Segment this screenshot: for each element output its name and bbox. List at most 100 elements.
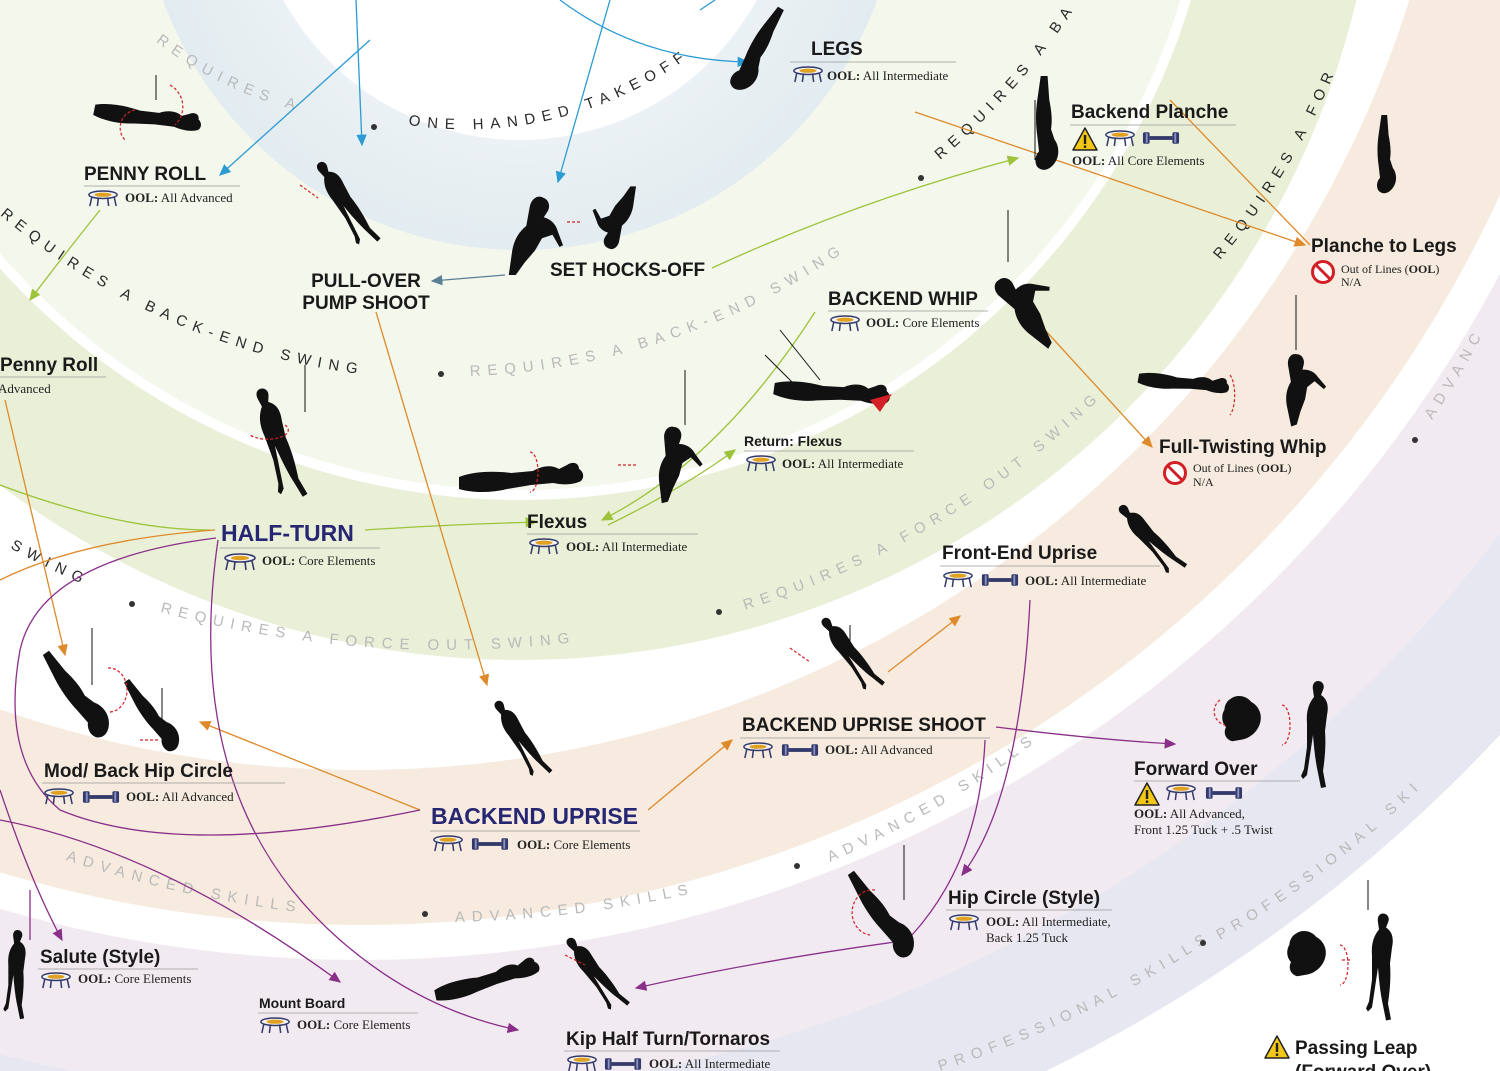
arrows — [0, 0, 1311, 1034]
rotation-hints — [107, 84, 1350, 986]
arrow-purple — [911, 739, 986, 936]
node-title: BACKEND WHIP — [828, 289, 978, 310]
node-passing-leap: Passing Leap (Forward Over) — [1264, 1035, 1431, 1071]
node-backend-uprise-shoot: BACKEND UPRISE SHOOT OOL: All Advanced — [740, 715, 990, 759]
arrow-purple — [0, 819, 342, 983]
node-backend-whip: BACKEND WHIP OOL: Core Elements — [828, 289, 988, 332]
svg-text:Front 1.25 Tuck + .5 Twist: Front 1.25 Tuck + .5 Twist — [1134, 822, 1273, 837]
svg-text:Out of Lines (OOL): Out of Lines (OOL) — [1341, 262, 1439, 276]
svg-text:OOL: Core Elements: OOL: Core Elements — [78, 971, 191, 986]
svg-text:OOL: All Advanced: OOL: All Advanced — [825, 742, 933, 757]
svg-text:Out of Lines (OOL): Out of Lines (OOL) — [1193, 461, 1291, 475]
svg-text:Advanced: Advanced — [0, 381, 51, 396]
figure-passing-leap-2 — [1366, 913, 1393, 1021]
node-pull-over-pump-shoot: PULL-OVER PUMP SHOOT — [302, 271, 430, 314]
figure-passing-leap-1 — [1287, 931, 1326, 977]
svg-text:N/A: N/A — [1193, 475, 1214, 489]
node-title: BACKEND UPRISE — [431, 803, 638, 829]
node-set-hocks-off: SET HOCKS-OFF — [550, 260, 705, 281]
node-title: HALF-TURN — [221, 520, 354, 546]
node-title: Penny Roll — [0, 355, 98, 376]
node-title: Front-End Uprise — [942, 543, 1097, 564]
svg-text:Back 1.25 Tuck: Back 1.25 Tuck — [986, 930, 1068, 945]
node-title: PENNY ROLL — [84, 164, 207, 185]
node-backend-uprise: BACKEND UPRISE OOL: Core Elements — [430, 803, 640, 852]
node-return-flexus: Return: Flexus OOL: All Intermediate — [744, 433, 914, 472]
node-flexus: Flexus OOL: All Intermediate — [527, 512, 698, 555]
arrow-green — [600, 311, 816, 521]
svg-text:OOL: All Advanced,: OOL: All Advanced, — [1134, 806, 1245, 821]
node-title: Mod/ Back Hip Circle — [44, 761, 233, 782]
svg-text:OOL: All Intermediate: OOL: All Intermediate — [649, 1056, 771, 1071]
node-title: Forward Over — [1134, 759, 1258, 780]
arrow-purple — [14, 537, 421, 836]
node-front-end-uprise: Front-End Uprise OOL: All Intermediate — [940, 543, 1160, 588]
arrow-orange — [887, 615, 962, 673]
node-title: Mount Board — [259, 995, 345, 1011]
arrow-purple — [634, 939, 911, 991]
node-title: Full-Twisting Whip — [1159, 437, 1326, 458]
svg-text:OOL: All Intermediate: OOL: All Intermediate — [566, 539, 688, 554]
arrow-blue — [219, 39, 371, 176]
svg-text:OOL: Core Elements: OOL: Core Elements — [866, 315, 979, 330]
node-kip-half-turn: Kip Half Turn/Tornaros OOL: All Intermed… — [564, 1029, 780, 1071]
svg-text:N/A: N/A — [1341, 275, 1362, 289]
arrow-purple — [995, 726, 1177, 749]
arrow-green — [0, 484, 211, 531]
node-title: Backend Planche — [1071, 102, 1228, 123]
node-title: Salute (Style) — [40, 947, 160, 968]
arrow-steel — [430, 274, 506, 286]
arrow-blue — [699, 0, 716, 11]
node-penny-roll-left: Penny Roll Advanced — [0, 355, 106, 396]
node-title: Hip Circle (Style) — [948, 888, 1100, 909]
node-title-line2: PUMP SHOOT — [302, 293, 430, 314]
arrow-orange — [647, 739, 733, 811]
node-title: Planche to Legs — [1311, 236, 1457, 257]
arrow-purple — [0, 789, 63, 942]
node-mod-back-hip-circle: Mod/ Back Hip Circle OOL: All Advanced — [42, 761, 285, 805]
node-salute-style: Salute (Style) OOL: Core Elements — [38, 947, 198, 989]
node-forward-over: Forward Over OOL: All Advanced, Front 1.… — [1134, 759, 1300, 837]
arrow-orange — [1169, 99, 1311, 246]
node-legs: LEGS OOL: All Intermediate — [790, 39, 956, 83]
node-title: BACKEND UPRISE SHOOT — [742, 715, 986, 736]
arrow-orange — [4, 399, 68, 657]
arrow-purple — [961, 599, 1031, 877]
svg-text:OOL: All Advanced: OOL: All Advanced — [126, 789, 234, 804]
warning-icon — [1264, 1035, 1290, 1059]
svg-text:OOL: All Intermediate: OOL: All Intermediate — [827, 68, 949, 83]
arrow-purple — [210, 539, 520, 1034]
node-half-turn: HALF-TURN OOL: Core Elements — [220, 520, 380, 571]
arrow-orange — [0, 529, 216, 581]
arrow-blue — [559, 0, 750, 68]
svg-text:OOL: All Advanced: OOL: All Advanced — [125, 190, 233, 205]
node-penny-roll: PENNY ROLL OOL: All Advanced — [84, 164, 240, 207]
arrow-green — [364, 517, 538, 531]
node-full-twisting-whip: Full-Twisting Whip Out of Lines (OOL) N/… — [1159, 437, 1326, 489]
node-title: SET HOCKS-OFF — [550, 260, 705, 281]
node-planche-to-legs: Planche to Legs Out of Lines (OOL) N/A — [1311, 236, 1457, 289]
svg-text:OOL: All Core Elements: OOL: All Core Elements — [1072, 153, 1205, 168]
node-hip-circle-style: Hip Circle (Style) OOL: All Intermediate… — [946, 888, 1112, 945]
node-title-line2: (Forward Over) — [1295, 1062, 1431, 1071]
arrow-orange — [198, 721, 421, 811]
flag-icon — [870, 394, 892, 412]
arrow-orange — [1044, 329, 1153, 448]
arrow-green — [711, 155, 1020, 269]
arrow-orange — [375, 311, 490, 687]
arrow-green — [607, 449, 737, 526]
no-entry-icon — [1163, 461, 1187, 485]
silhouettes — [3, 4, 1397, 1021]
node-mount-board: Mount Board OOL: Core Elements — [258, 995, 418, 1034]
node-title: Kip Half Turn/Tornaros — [566, 1029, 770, 1050]
node-title: LEGS — [811, 39, 863, 60]
node-title: Return: Flexus — [744, 433, 842, 449]
arrow-green — [29, 209, 101, 302]
node-title-line1: PULL-OVER — [311, 271, 421, 292]
svg-text:OOL: All Intermediate: OOL: All Intermediate — [782, 456, 904, 471]
arrow-blue — [355, 0, 367, 147]
svg-text:OOL: Core Elements: OOL: Core Elements — [517, 837, 630, 852]
no-entry-icon — [1311, 260, 1335, 284]
node-title: Passing Leap — [1295, 1038, 1418, 1059]
